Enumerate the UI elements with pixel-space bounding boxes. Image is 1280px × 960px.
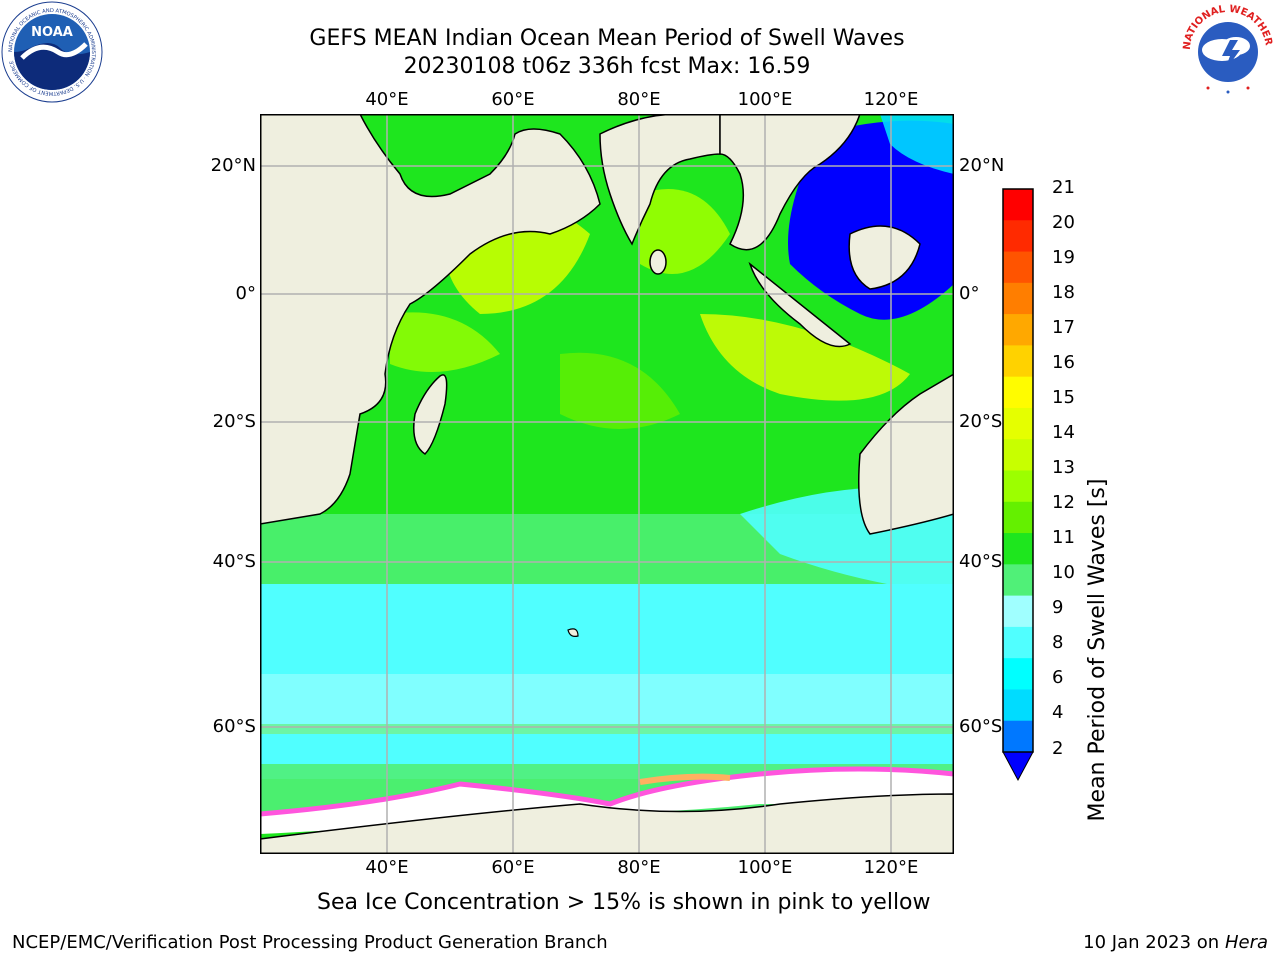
lon-label-top-40e: 40°E (365, 89, 409, 110)
colorbar (1002, 188, 1034, 782)
lat-label-right-20n: 20°N (959, 155, 1005, 176)
lat-label-left-20n: 20°N (210, 155, 256, 176)
colorbar-segment (1003, 658, 1033, 690)
colorbar-segment (1003, 345, 1033, 378)
colorbar-segment (1003, 595, 1033, 628)
lat-label-right-20s: 20°S (959, 411, 1003, 432)
chart-subtitle: 20230108 t06z 336h fcst Max: 16.59 (403, 54, 811, 79)
lat-label-right-40s: 40°S (959, 551, 1003, 572)
cbar-tick: 19 (1052, 247, 1075, 268)
colorbar-segment (1003, 282, 1033, 315)
lon-label-bottom-80e: 80°E (617, 857, 661, 878)
lon-label-top-100e: 100°E (737, 89, 793, 110)
colorbar-segment (1003, 626, 1033, 659)
cbar-tick: 17 (1052, 317, 1075, 338)
noaa-logo-icon: NATIONAL OCEANIC AND ATMOSPHERIC ADMINIS… (1, 1, 103, 103)
cbar-tick: 4 (1052, 702, 1064, 723)
sea-ice-note: Sea Ice Concentration > 15% is shown in … (317, 890, 931, 915)
nws-logo-icon: NATIONAL WEATHER SERVICE (1178, 0, 1276, 98)
colorbar-segment (1003, 470, 1033, 503)
colorbar-segment (1003, 689, 1033, 722)
cbar-tick: 16 (1052, 352, 1075, 373)
cbar-tick: 14 (1052, 422, 1075, 443)
colorbar-segment (1003, 501, 1033, 534)
lat-label-right-60s: 60°S (959, 716, 1003, 737)
cbar-tick: 2 (1052, 738, 1064, 759)
chart-title: GEFS MEAN Indian Ocean Mean Period of Sw… (309, 26, 905, 51)
noaa-text: NOAA (31, 25, 73, 40)
cbar-tick: 10 (1052, 562, 1075, 583)
colorbar-segment (1003, 314, 1033, 346)
footer-date-text: 10 Jan 2023 on (1083, 932, 1225, 953)
colorbar-segment (1003, 564, 1033, 597)
cbar-tick: 8 (1052, 632, 1064, 653)
colorbar-segment (1003, 407, 1033, 440)
lon-label-bottom-100e: 100°E (737, 857, 793, 878)
cbar-tick: 18 (1052, 282, 1075, 303)
cbar-tick: 6 (1052, 667, 1064, 688)
colorbar-segment (1003, 439, 1033, 471)
lon-label-bottom-40e: 40°E (365, 857, 409, 878)
colorbar-segment (1003, 533, 1033, 565)
footer-host: Hera (1224, 932, 1268, 953)
map-panel (259, 113, 955, 855)
lon-label-bottom-60e: 60°E (491, 857, 535, 878)
lat-label-left-60s: 60°S (212, 716, 256, 737)
cbar-tick: 15 (1052, 387, 1075, 408)
lat-label-left-20s: 20°S (212, 411, 256, 432)
swell-period-map (259, 113, 955, 855)
footer-date: 10 Jan 2023 on Hera (1083, 932, 1268, 953)
lat-label-left-40s: 40°S (212, 551, 256, 572)
colorbar-segment (1003, 251, 1033, 284)
lon-label-top-80e: 80°E (617, 89, 661, 110)
lat-label-right-0: 0° (959, 283, 980, 304)
cbar-tick: 21 (1052, 177, 1075, 198)
cbar-tick: 12 (1052, 492, 1075, 513)
lon-label-top-120e: 120°E (863, 89, 919, 110)
lon-label-top-60e: 60°E (491, 89, 535, 110)
colorbar-segment (1003, 220, 1033, 253)
colorbar-segment (1003, 189, 1033, 221)
colorbar-ticks: 21 20 19 18 17 16 15 14 13 12 11 10 9 8 … (1036, 177, 1096, 786)
colorbar-segment (1003, 376, 1033, 409)
lat-label-left-0: 0° (235, 283, 256, 304)
lon-label-bottom-120e: 120°E (863, 857, 919, 878)
colorbar-segment (1003, 720, 1033, 753)
cbar-tick: 11 (1052, 527, 1075, 548)
cbar-tick: 9 (1052, 597, 1064, 618)
colorbar-label: Mean Period of Swell Waves [s] (1085, 478, 1110, 822)
cbar-tick: 20 (1052, 212, 1075, 233)
footer-credit: NCEP/EMC/Verification Post Processing Pr… (12, 932, 608, 953)
cbar-tick: 13 (1052, 457, 1075, 478)
